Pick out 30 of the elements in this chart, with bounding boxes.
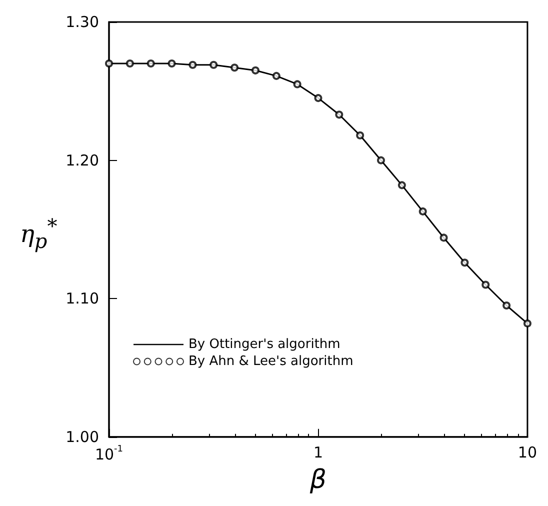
point (210, 60, 218, 69)
x-axis-title: β (308, 465, 327, 495)
point (146, 59, 155, 68)
x-tick-label: 10 (518, 443, 538, 462)
point (482, 280, 490, 289)
y-tick-label: 1.30 (66, 13, 99, 31)
point (418, 207, 427, 216)
legend-label: By Ottinger's algorithm (188, 337, 340, 352)
point (126, 59, 134, 68)
point (460, 258, 469, 267)
y-tick-label: 1.00 (66, 428, 99, 446)
y-tick-label: 1.20 (66, 151, 99, 170)
point (293, 80, 302, 88)
point (188, 60, 197, 69)
legend-label: By Ahn & Lee's algorithm (188, 354, 354, 369)
point (523, 319, 532, 328)
point (376, 156, 385, 164)
point (440, 234, 448, 242)
point (168, 59, 176, 68)
point (230, 64, 239, 72)
point (502, 301, 511, 310)
y-tick-label: 1.10 (66, 290, 99, 308)
point (272, 72, 280, 80)
point (105, 59, 113, 68)
point (356, 131, 364, 140)
point (314, 94, 322, 102)
point (335, 110, 344, 119)
point (251, 66, 260, 74)
point (398, 181, 406, 190)
x-tick-label: 1 (313, 443, 323, 462)
